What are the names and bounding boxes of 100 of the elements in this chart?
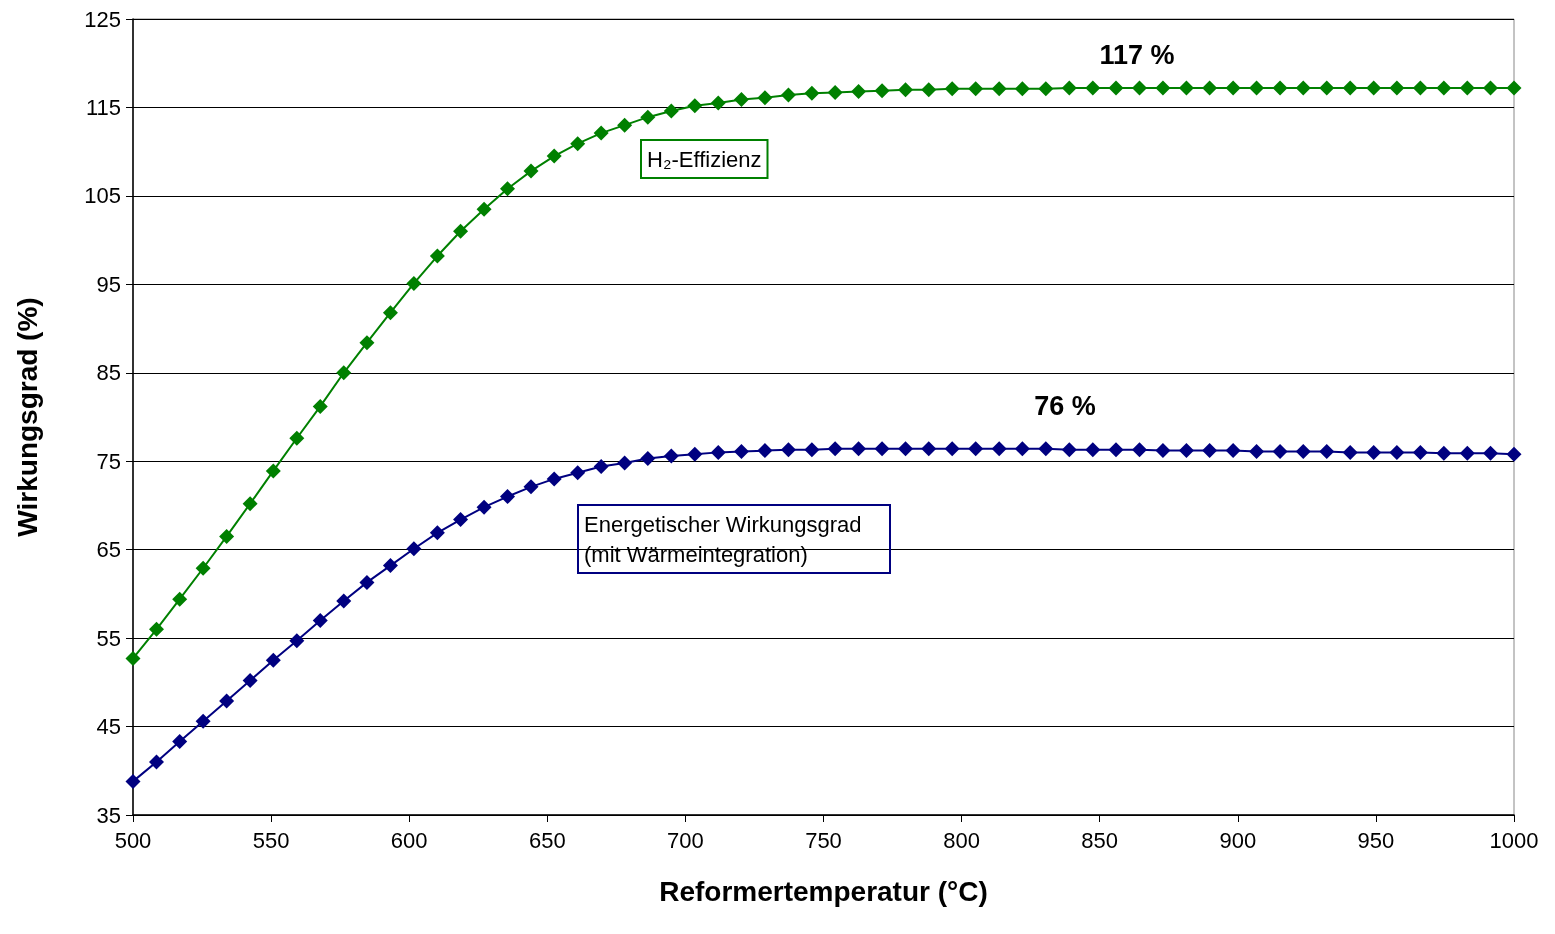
point — [1506, 446, 1522, 462]
point — [921, 441, 937, 457]
point — [1108, 80, 1124, 96]
point — [1225, 80, 1241, 96]
x-tick-label: 1000 — [1489, 827, 1539, 853]
annotation: 76 % — [1034, 391, 1096, 421]
point — [382, 305, 398, 321]
point — [219, 528, 235, 544]
point — [593, 459, 609, 475]
point — [663, 103, 679, 119]
point — [1178, 80, 1194, 96]
point — [1202, 80, 1218, 96]
point — [406, 541, 422, 557]
point — [500, 489, 516, 505]
point — [1436, 445, 1452, 461]
y-tick-label: 75 — [96, 448, 121, 474]
point — [312, 612, 328, 628]
point — [1295, 80, 1311, 96]
y-tick-label: 45 — [96, 714, 121, 740]
point — [195, 713, 211, 729]
point — [336, 593, 352, 609]
x-tick-label: 850 — [1081, 827, 1119, 853]
point — [265, 463, 281, 479]
point — [687, 446, 703, 462]
point — [1155, 80, 1171, 96]
x-tick-label: 900 — [1219, 827, 1257, 853]
point — [476, 201, 492, 217]
point — [874, 441, 890, 457]
point — [663, 448, 679, 464]
point — [546, 148, 562, 164]
point — [804, 85, 820, 101]
point — [289, 430, 305, 446]
point — [1155, 443, 1171, 459]
point — [1295, 443, 1311, 459]
point — [991, 441, 1007, 457]
point — [453, 223, 469, 239]
point — [172, 591, 188, 607]
point — [1319, 443, 1335, 459]
point — [546, 471, 562, 487]
point — [172, 734, 188, 750]
y-tick-label: 115 — [85, 94, 121, 120]
point — [1412, 444, 1428, 460]
point — [1202, 443, 1218, 459]
point — [827, 84, 843, 100]
point — [874, 83, 890, 99]
point — [500, 181, 516, 197]
point — [1389, 444, 1405, 460]
point — [195, 560, 211, 576]
point — [757, 90, 773, 106]
point — [148, 621, 164, 637]
point — [1249, 80, 1265, 96]
x-tick-label: 550 — [252, 827, 290, 853]
x-tick-label: 750 — [805, 827, 842, 853]
point — [242, 673, 258, 689]
point — [1038, 441, 1054, 457]
point — [1061, 442, 1077, 458]
point — [804, 442, 820, 458]
point — [1366, 80, 1382, 96]
point — [780, 442, 796, 458]
point — [968, 81, 984, 97]
y-tick-label: 65 — [96, 537, 121, 563]
point — [733, 91, 749, 107]
point — [453, 512, 469, 528]
point — [1085, 442, 1101, 458]
point — [851, 84, 867, 100]
point — [476, 499, 492, 515]
point — [733, 443, 749, 459]
point — [1131, 442, 1147, 458]
point — [359, 335, 375, 351]
point — [312, 398, 328, 414]
point — [1225, 443, 1241, 459]
point — [898, 441, 914, 457]
point — [710, 444, 726, 460]
point — [242, 496, 258, 512]
point — [851, 441, 867, 457]
point — [148, 754, 164, 770]
point — [406, 275, 422, 291]
y-tick-label: 85 — [96, 360, 121, 386]
point — [617, 455, 633, 471]
x-tick-label: 600 — [390, 827, 428, 853]
point — [523, 479, 539, 495]
point — [968, 441, 984, 457]
point — [1014, 441, 1030, 457]
x-axis-title: Reformertemperatur (°C) — [659, 875, 988, 907]
point — [289, 633, 305, 649]
point — [1272, 80, 1288, 96]
point — [1483, 445, 1499, 461]
point — [125, 650, 141, 666]
point — [265, 652, 281, 668]
point — [898, 82, 914, 98]
point — [687, 98, 703, 114]
point — [336, 365, 352, 381]
point — [1412, 80, 1428, 96]
point — [757, 443, 773, 459]
y-tick-label: 95 — [96, 271, 121, 297]
annotation: 117 % — [1099, 40, 1175, 70]
point — [523, 163, 539, 179]
x-tick-label: 500 — [114, 827, 152, 853]
point — [382, 558, 398, 574]
y-tick-label: 125 — [84, 6, 121, 32]
